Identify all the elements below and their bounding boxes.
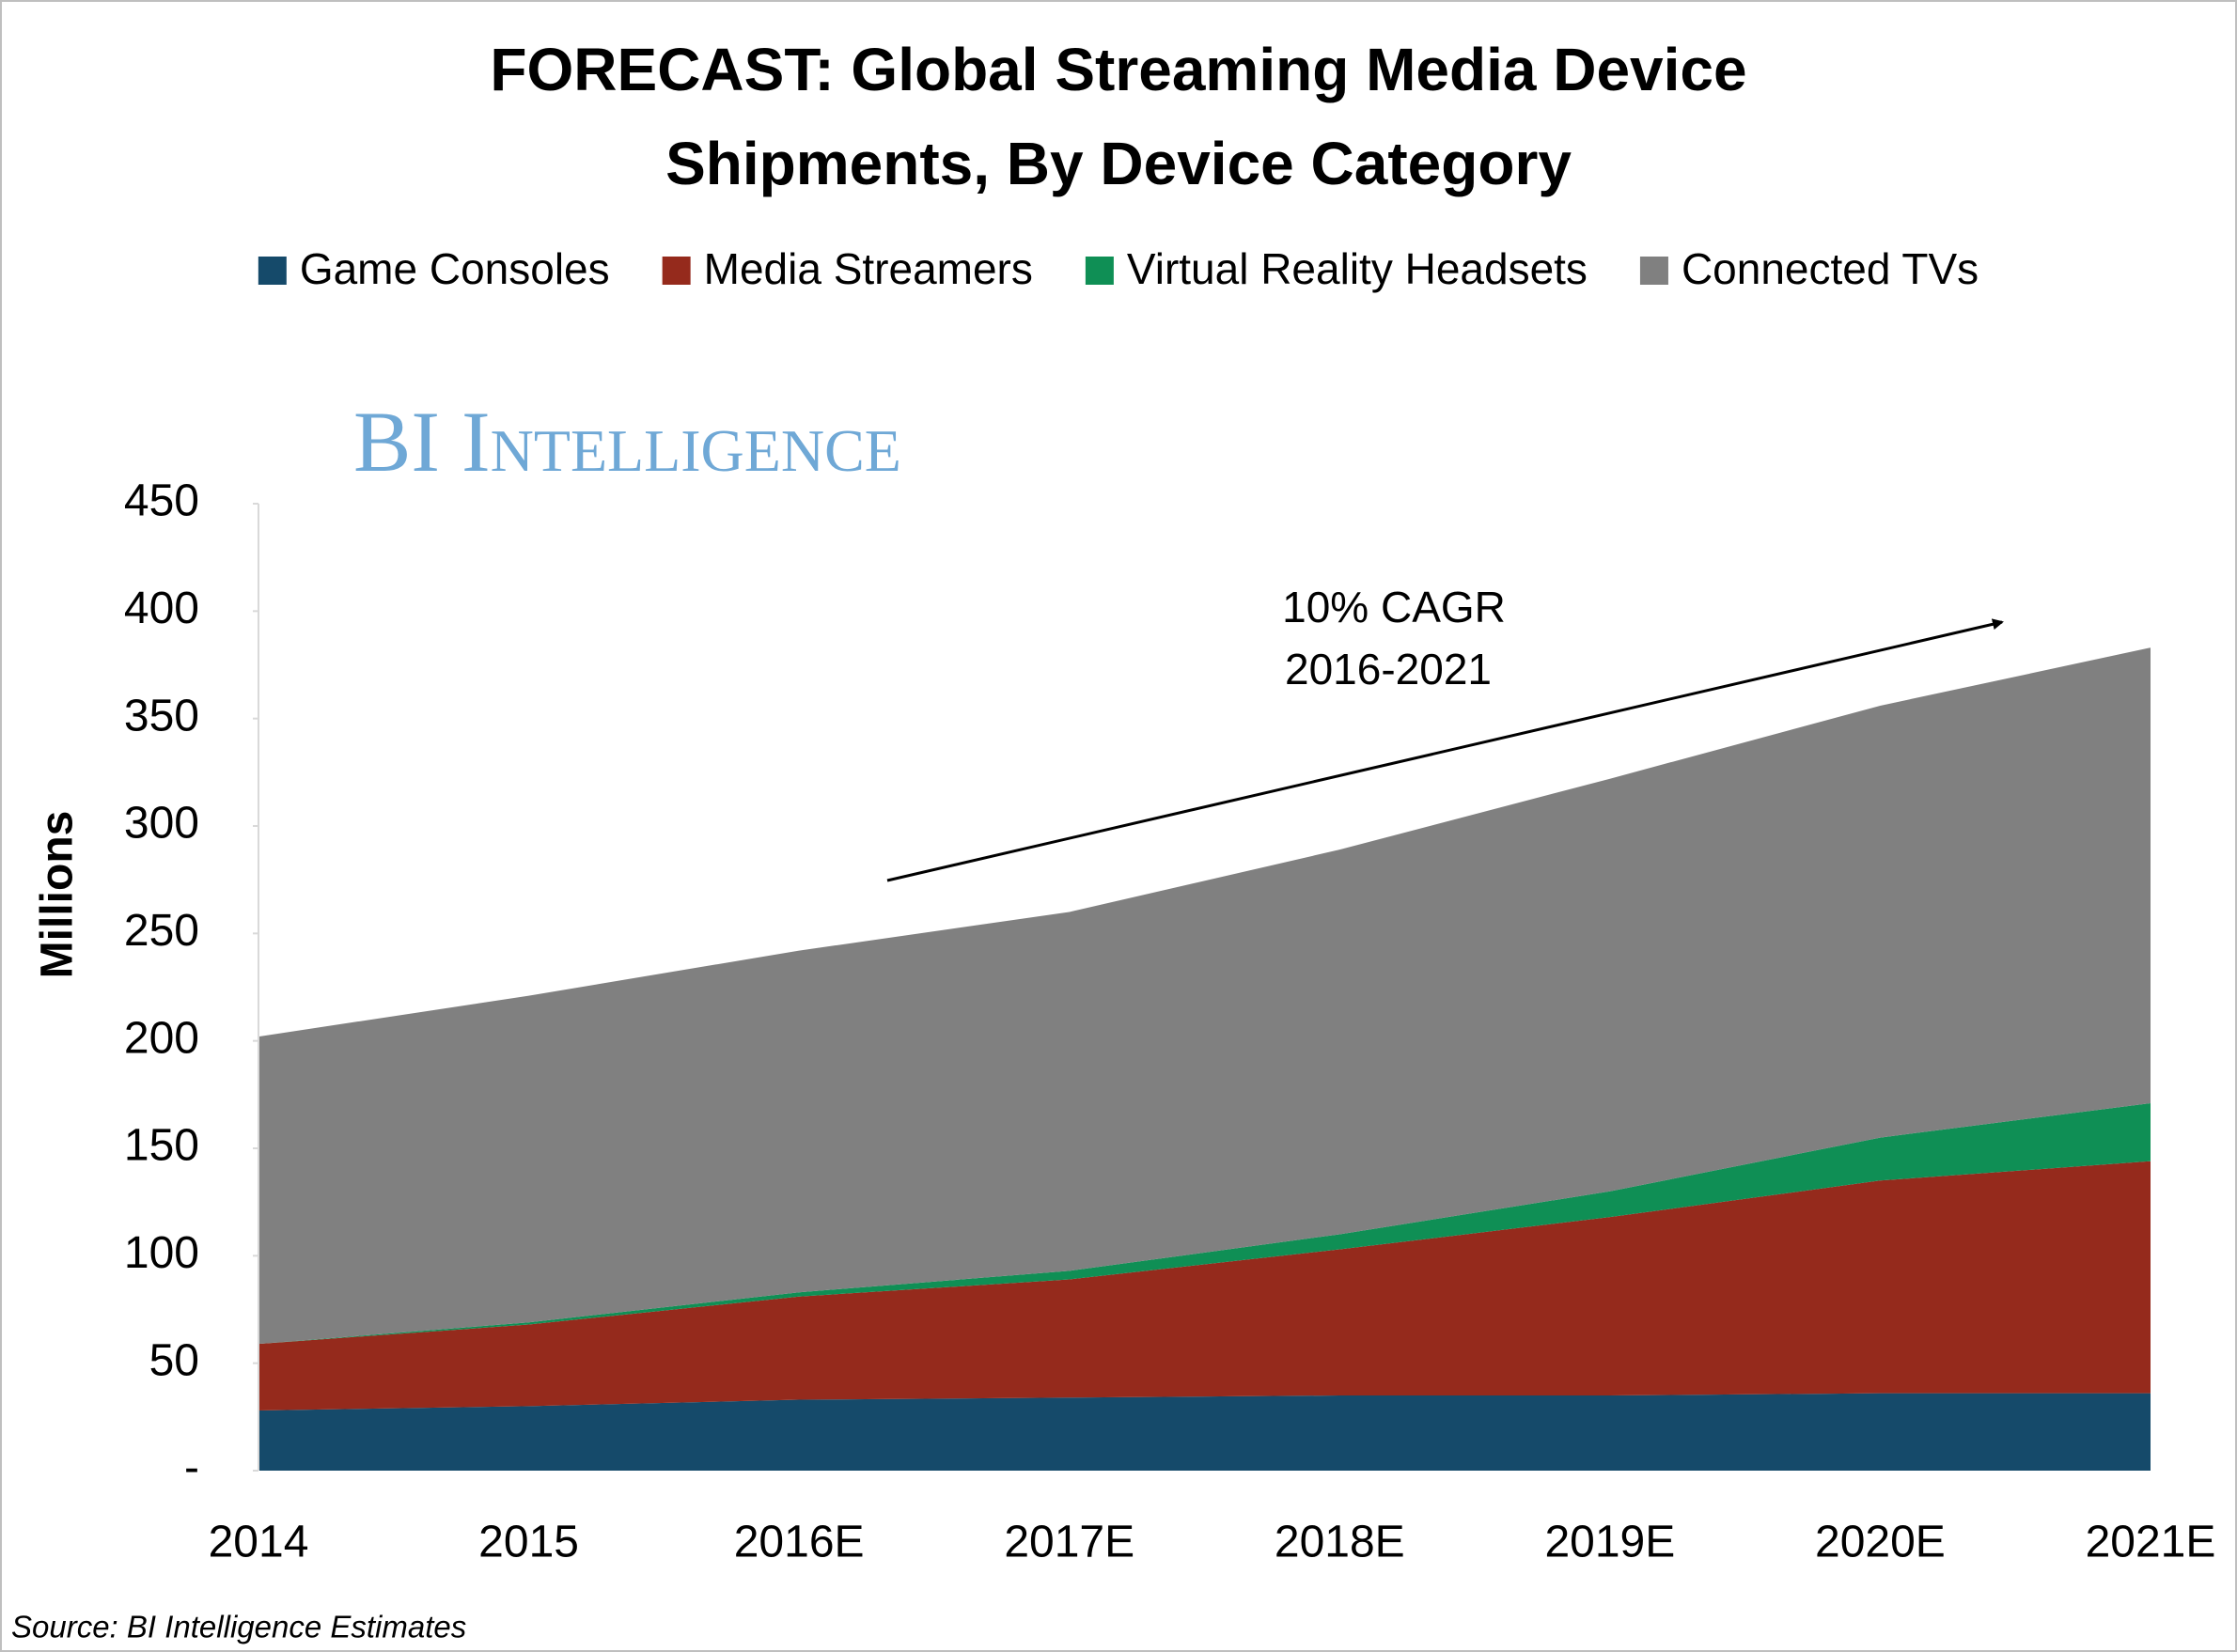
y-tick-label: 50 (149, 1335, 199, 1385)
legend: Game Consoles Media Streamers Virtual Real… (258, 244, 1979, 293)
legend-item: Game Consoles (258, 244, 610, 293)
x-tick-label: 2017E (1004, 1518, 1134, 1567)
y-tick-label: 100 (124, 1228, 199, 1278)
area (258, 647, 2151, 1345)
source-note: Source: BI Intelligence Estimates (11, 1610, 466, 1644)
y-tick-label: 300 (124, 799, 199, 849)
y-tick-label: 400 (124, 584, 199, 633)
x-tick-label: 2015 (478, 1518, 579, 1567)
y-tick-label: 350 (124, 691, 199, 740)
legend-label: Connected TVs (1682, 244, 1979, 293)
legend-item: Virtual Reality Headsets (1085, 244, 1588, 293)
y-tick-label: 250 (124, 906, 199, 956)
legend-item: Connected TVs (1639, 244, 1979, 293)
y-tick-label: 200 (124, 1013, 199, 1063)
x-tick-label: 2018E (1275, 1518, 1405, 1567)
area (258, 1161, 2151, 1410)
legend-label: Game Consoles (300, 244, 610, 293)
x-tick-label: 2016E (734, 1518, 865, 1567)
legend-swatch (258, 257, 287, 285)
x-tick-label: 2019E (1544, 1518, 1675, 1567)
annotation: 10% CAGR (1282, 583, 1506, 631)
legend-swatch (1639, 257, 1668, 285)
chart-title: Shipments, By Device Category (665, 130, 1572, 197)
y-axis-label: Millions (33, 811, 83, 979)
legend-swatch (1085, 257, 1114, 285)
plot-area: - 50 100 150 200 250 300 350 400 450 2014 2015 2016E… (124, 476, 2215, 1567)
legend-label: Media Streamers (704, 244, 1033, 293)
y-tick-label: 450 (124, 476, 199, 526)
y-tick-label: 150 (124, 1121, 199, 1171)
x-tick-label: 2014 (209, 1518, 309, 1567)
chart-title: FORECAST: Global Streaming Media Device (490, 36, 1746, 103)
area (258, 1102, 2151, 1345)
y-tick-label: - (184, 1443, 199, 1493)
x-tick-label: 2020E (1815, 1518, 1946, 1567)
watermark: BI Intelligence (353, 394, 901, 490)
legend-label: Virtual Reality Headsets (1127, 244, 1588, 293)
legend-item: Media Streamers (662, 244, 1033, 293)
annotation: 2016-2021 (1285, 645, 1492, 694)
area (258, 1393, 2151, 1471)
trend-arrow (886, 618, 2004, 882)
legend-swatch (662, 257, 691, 285)
x-tick-label: 2021E (2086, 1518, 2216, 1567)
